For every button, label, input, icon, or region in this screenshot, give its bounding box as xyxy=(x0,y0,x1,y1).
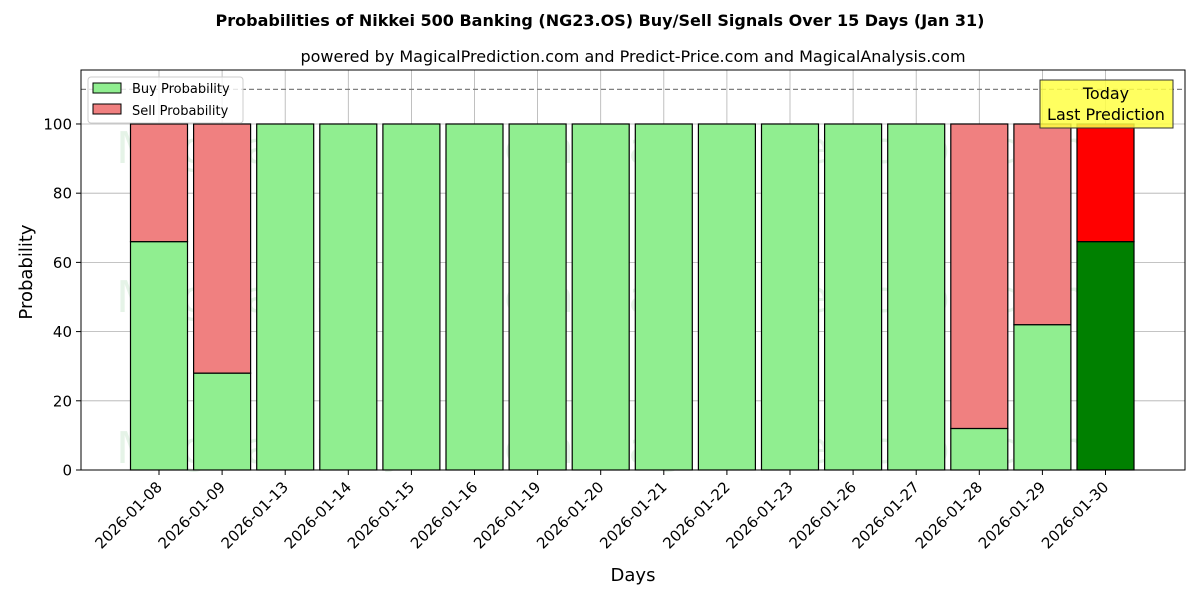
x-tick-label: 2026-01-27 xyxy=(849,478,923,552)
buy-bar xyxy=(193,372,252,471)
legend-swatch-sell xyxy=(92,103,122,115)
sell-bar xyxy=(950,123,1009,430)
x-tick-label: 2026-01-30 xyxy=(1038,478,1112,552)
x-tick-label: 2026-01-14 xyxy=(281,478,355,552)
today-annotation: Today Last Prediction xyxy=(1039,79,1174,129)
chart-title: Probabilities of Nikkei 500 Banking (NG2… xyxy=(216,11,985,30)
annotation-line1: Today xyxy=(1082,84,1129,103)
x-tick-label: 2026-01-26 xyxy=(786,478,860,552)
y-tick-label: 20 xyxy=(53,392,72,410)
legend-label-buy: Buy Probability xyxy=(132,82,230,97)
chart-subtitle: powered by MagicalPrediction.com and Pre… xyxy=(300,47,965,66)
y-tick-label: 100 xyxy=(43,115,72,133)
legend-swatch-buy xyxy=(92,82,122,94)
buy-bar xyxy=(697,123,757,471)
x-tick-label: 2026-01-13 xyxy=(218,478,292,552)
buy-bar xyxy=(319,123,378,471)
y-tick-label: 0 xyxy=(62,462,72,480)
buy-bar xyxy=(634,123,693,471)
y-axis-ticks: 0 20 40 60 80 100 xyxy=(43,115,81,480)
buy-bar xyxy=(571,123,630,471)
legend: Buy Probability Sell Probability xyxy=(87,76,244,124)
sell-bar xyxy=(1076,123,1135,243)
buy-bar xyxy=(129,241,189,471)
y-tick-label: 60 xyxy=(53,254,72,272)
sell-bar xyxy=(129,123,189,243)
annotation-line2: Last Prediction xyxy=(1047,105,1165,124)
buy-bar xyxy=(445,123,504,471)
buy-bar xyxy=(950,427,1009,471)
plot-frame xyxy=(80,69,1186,471)
x-tick-label: 2026-01-22 xyxy=(659,478,733,552)
x-tick-label: 2026-01-08 xyxy=(91,478,165,552)
x-tick-label: 2026-01-20 xyxy=(533,478,607,552)
x-tick-label: 2026-01-15 xyxy=(344,478,418,552)
x-tick-label: 2026-01-29 xyxy=(975,478,1049,552)
y-tick-label: 80 xyxy=(53,185,72,203)
bars xyxy=(129,123,1135,471)
x-tick-label: 2026-01-09 xyxy=(155,478,229,552)
x-tick-label: 2026-01-21 xyxy=(596,478,670,552)
buy-bar xyxy=(823,123,883,471)
y-tick-label: 40 xyxy=(53,323,72,341)
x-tick-label: 2026-01-23 xyxy=(722,478,796,552)
buy-bar xyxy=(887,123,946,471)
buy-bar xyxy=(508,123,567,471)
x-axis-label: Days xyxy=(611,565,656,586)
buy-bar xyxy=(256,123,315,471)
sell-bar xyxy=(193,123,252,374)
x-tick-label: 2026-01-28 xyxy=(912,478,986,552)
buy-bar xyxy=(1013,324,1072,471)
legend-label-sell: Sell Probability xyxy=(132,104,229,119)
x-axis-ticks: 2026-01-082026-01-092026-01-132026-01-14… xyxy=(91,470,1112,552)
x-tick-label: 2026-01-16 xyxy=(407,478,481,552)
buy-bar xyxy=(760,123,820,471)
sell-bar xyxy=(1013,123,1072,326)
buy-bar xyxy=(1076,241,1135,471)
buy-bar xyxy=(382,123,441,471)
x-tick-label: 2026-01-19 xyxy=(470,478,544,552)
y-axis-label: Probability xyxy=(16,224,37,319)
